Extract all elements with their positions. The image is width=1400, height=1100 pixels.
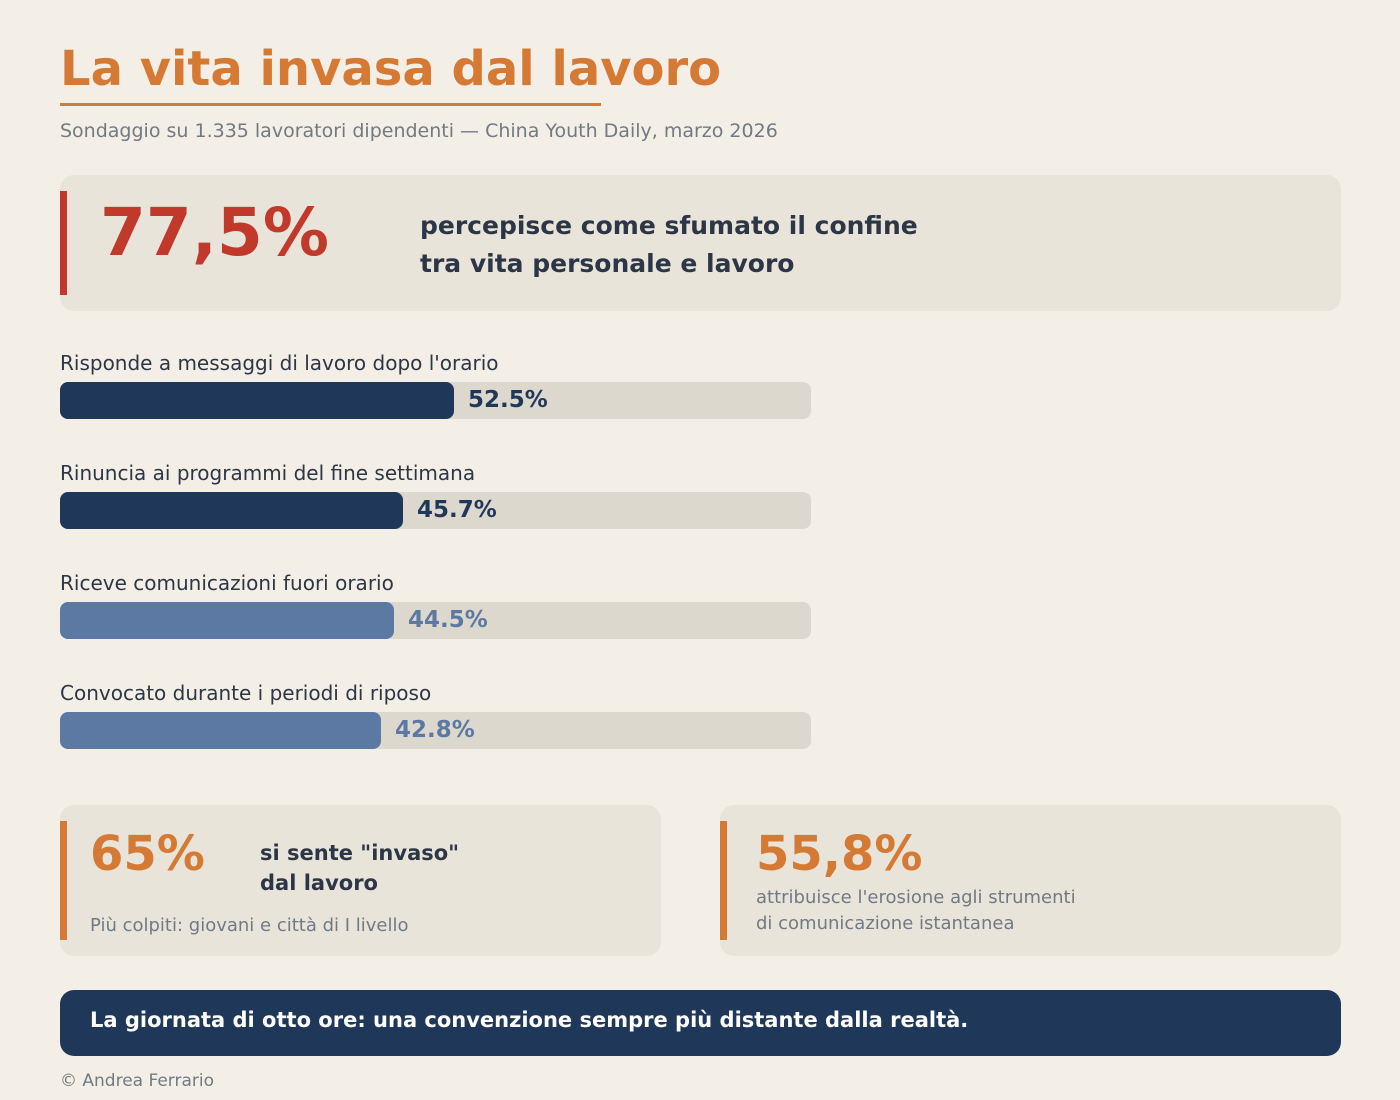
stat-card-erosion-accent <box>720 821 727 940</box>
bar-value-label: 52.5% <box>468 387 548 413</box>
title-underline <box>60 103 601 106</box>
bar-label: Riceve comunicazioni fuori orario <box>60 571 394 595</box>
bar-value-label: 45.7% <box>417 497 497 523</box>
bar <box>60 382 454 419</box>
page-subtitle: Sondaggio su 1.335 lavoratori dipendenti… <box>60 120 778 142</box>
stat-value-invaded: 65% <box>90 826 205 882</box>
stat-text-invaded: si sente "invaso" dal lavoro <box>260 838 459 898</box>
conclusion-banner <box>60 990 1341 1056</box>
bar-value-label: 42.8% <box>395 717 475 743</box>
author-credit: © Andrea Ferrario <box>60 1071 215 1091</box>
stat-card-invaded <box>60 805 661 956</box>
page-title: La vita invasa dal lavoro <box>60 41 722 97</box>
hero-stat-text-line2: tra vita personale e lavoro <box>420 249 795 278</box>
hero-stat-text: percepisce come sfumato il confine tra v… <box>420 207 918 283</box>
hero-stat-value: 77,5% <box>100 194 329 271</box>
stat-text-invaded-line2: dal lavoro <box>260 871 378 895</box>
bar-label: Risponde a messaggi di lavoro dopo l'ora… <box>60 351 499 375</box>
bar-label: Rinuncia ai programmi del fine settimana <box>60 461 476 485</box>
stat-card-erosion <box>720 805 1341 956</box>
bar <box>60 492 403 529</box>
stat-desc-erosion-line1: attribuisce l'erosione agli strumenti <box>756 887 1076 908</box>
stat-card-invaded-accent <box>60 821 67 940</box>
hero-stat-text-line1: percepisce come sfumato il confine <box>420 211 918 240</box>
stat-note-invaded: Più colpiti: giovani e città di I livell… <box>90 915 409 936</box>
stat-desc-erosion: attribuisce l'erosione agli strumenti di… <box>756 885 1076 937</box>
bar <box>60 602 394 639</box>
stat-text-invaded-line1: si sente "invaso" <box>260 841 460 865</box>
stat-value-erosion: 55,8% <box>756 826 923 882</box>
bar-label: Convocato durante i periodi di riposo <box>60 681 432 705</box>
conclusion-banner-text: La giornata di otto ore: una convenzione… <box>90 1008 969 1032</box>
hero-stat-card <box>60 175 1341 311</box>
bar <box>60 712 381 749</box>
hero-accent-bar <box>60 191 67 295</box>
bar-value-label: 44.5% <box>408 607 488 633</box>
stat-desc-erosion-line2: di comunicazione istantanea <box>756 913 1015 934</box>
